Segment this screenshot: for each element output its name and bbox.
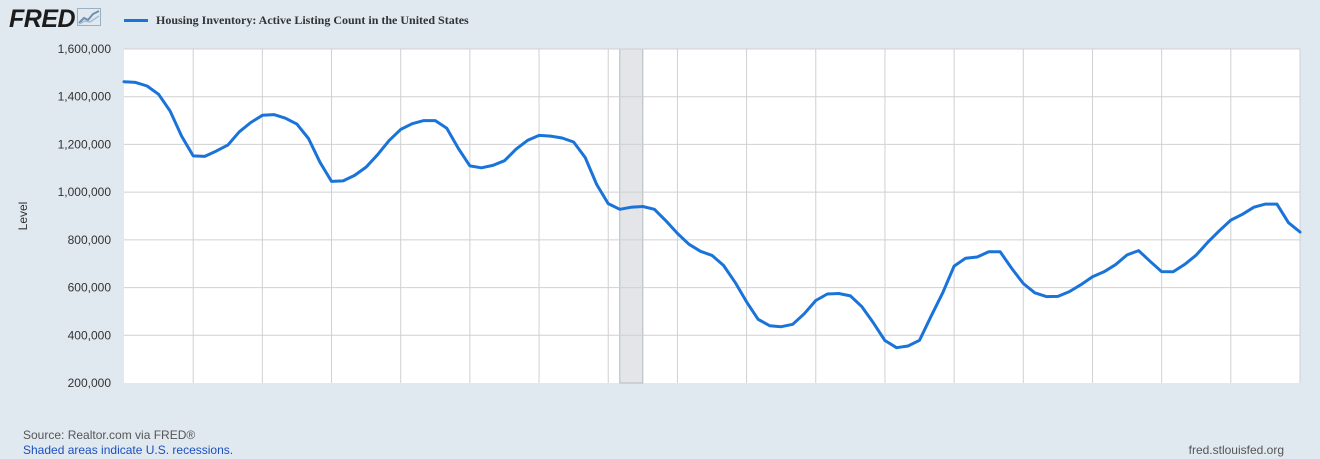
trend-line-icon xyxy=(77,7,102,31)
y-tick-label: 1,000,000 xyxy=(58,185,112,199)
recession-band xyxy=(619,48,644,384)
legend-label: Housing Inventory: Active Listing Count … xyxy=(156,13,469,27)
y-tick-label: 600,000 xyxy=(68,281,112,295)
y-tick-label: 200,000 xyxy=(68,376,112,390)
chart-area: 200,000 400,000 600,000 800,000 1,000,000 1,2… xyxy=(0,30,1320,407)
plot-background xyxy=(124,49,1300,383)
y-tick-label: 1,200,000 xyxy=(58,137,112,151)
y-tick-label: 1,400,000 xyxy=(58,90,112,104)
y-tick-label: 400,000 xyxy=(68,328,112,342)
series-line xyxy=(122,80,1302,350)
chart-legend: Housing Inventory: Active Listing Count … xyxy=(124,13,469,28)
fred-logo[interactable]: FRED xyxy=(9,4,102,34)
site-url[interactable]: fred.stlouisfed.org xyxy=(1188,443,1284,457)
source-note: Source: Realtor.com via FRED® xyxy=(23,428,196,442)
y-axis-label: Level xyxy=(16,202,30,231)
recession-note[interactable]: Shaded areas indicate U.S. recessions. xyxy=(23,443,234,457)
line-chart: 200,000 400,000 600,000 800,000 1,000,000 1,2… xyxy=(16,42,1320,407)
logo-text: FRED xyxy=(9,4,76,33)
y-tick-label: 1,600,000 xyxy=(58,42,112,56)
y-tick-label: 800,000 xyxy=(68,233,112,247)
chart-header: FRED Housing Inventory: Active Listing C… xyxy=(0,0,1320,44)
legend-swatch xyxy=(124,19,148,22)
